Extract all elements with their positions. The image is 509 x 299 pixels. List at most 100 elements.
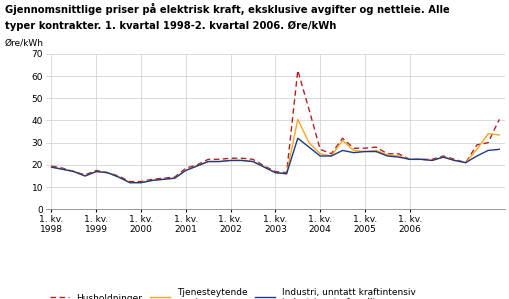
Husholdninger [417, 158, 423, 161]
Industri, unntatt kraftintensiv
industri og treforedling [305, 145, 312, 149]
Industri, unntatt kraftintensiv
industri og treforedling [450, 159, 457, 162]
Tjenesteytende
næringer [462, 161, 468, 164]
Husholdninger [462, 161, 468, 164]
Legend: Husholdninger, Tjenesteytende
næringer, Industri, unntatt kraftintensiv
industri: Husholdninger, Tjenesteytende næringer, … [46, 284, 418, 299]
Husholdninger [283, 171, 289, 174]
Tjenesteytende
næringer [272, 171, 278, 174]
Tjenesteytende
næringer [116, 175, 122, 179]
Industri, unntatt kraftintensiv
industri og treforedling [462, 161, 468, 164]
Tjenesteytende
næringer [484, 132, 490, 135]
Husholdninger [71, 170, 77, 173]
Tjenesteytende
næringer [439, 155, 445, 159]
Industri, unntatt kraftintensiv
industri og treforedling [428, 159, 434, 162]
Husholdninger [60, 167, 66, 170]
Husholdninger [361, 147, 367, 150]
Industri, unntatt kraftintensiv
industri og treforedling [104, 171, 110, 174]
Industri, unntatt kraftintensiv
industri og treforedling [116, 175, 122, 179]
Husholdninger [127, 180, 133, 183]
Industri, unntatt kraftintensiv
industri og treforedling [339, 149, 345, 152]
Tjenesteytende
næringer [71, 170, 77, 173]
Industri, unntatt kraftintensiv
industri og treforedling [394, 155, 401, 159]
Husholdninger [428, 158, 434, 161]
Industri, unntatt kraftintensiv
industri og treforedling [48, 165, 54, 169]
Industri, unntatt kraftintensiv
industri og treforedling [328, 154, 334, 158]
Line: Tjenesteytende
næringer: Tjenesteytende næringer [51, 119, 498, 183]
Husholdninger [439, 154, 445, 158]
Husholdninger [249, 158, 256, 161]
Industri, unntatt kraftintensiv
industri og treforedling [261, 165, 267, 169]
Tjenesteytende
næringer [193, 164, 200, 168]
Industri, unntatt kraftintensiv
industri og treforedling [406, 158, 412, 161]
Industri, unntatt kraftintensiv
industri og treforedling [71, 170, 77, 173]
Tjenesteytende
næringer [216, 160, 222, 163]
Industri, unntatt kraftintensiv
industri og treforedling [160, 178, 166, 181]
Husholdninger [227, 156, 233, 160]
Industri, unntatt kraftintensiv
industri og treforedling [294, 136, 300, 140]
Industri, unntatt kraftintensiv
industri og treforedling [138, 181, 144, 184]
Husholdninger [394, 152, 401, 155]
Husholdninger [272, 170, 278, 173]
Tjenesteytende
næringer [305, 141, 312, 144]
Husholdninger [384, 152, 390, 155]
Husholdninger [216, 158, 222, 161]
Husholdninger [160, 176, 166, 180]
Industri, unntatt kraftintensiv
industri og treforedling [127, 181, 133, 184]
Industri, unntatt kraftintensiv
industri og treforedling [93, 170, 99, 173]
Tjenesteytende
næringer [182, 169, 188, 172]
Industri, unntatt kraftintensiv
industri og treforedling [193, 164, 200, 168]
Industri, unntatt kraftintensiv
industri og treforedling [384, 154, 390, 158]
Husholdninger [182, 167, 188, 170]
Industri, unntatt kraftintensiv
industri og treforedling [171, 176, 177, 180]
Husholdninger [104, 171, 110, 174]
Tjenesteytende
næringer [93, 170, 99, 173]
Tjenesteytende
næringer [227, 159, 233, 162]
Tjenesteytende
næringer [171, 176, 177, 180]
Tjenesteytende
næringer [294, 118, 300, 121]
Industri, unntatt kraftintensiv
industri og treforedling [417, 158, 423, 161]
Tjenesteytende
næringer [495, 133, 501, 137]
Tjenesteytende
næringer [339, 139, 345, 142]
Tjenesteytende
næringer [249, 160, 256, 163]
Husholdninger [473, 143, 479, 147]
Tjenesteytende
næringer [428, 159, 434, 162]
Tjenesteytende
næringer [450, 159, 457, 162]
Industri, unntatt kraftintensiv
industri og treforedling [182, 169, 188, 172]
Husholdninger [406, 158, 412, 161]
Husholdninger [138, 180, 144, 183]
Tjenesteytende
næringer [48, 165, 54, 169]
Tjenesteytende
næringer [138, 181, 144, 184]
Husholdninger [171, 175, 177, 179]
Industri, unntatt kraftintensiv
industri og treforedling [495, 147, 501, 151]
Tjenesteytende
næringer [82, 174, 88, 178]
Tjenesteytende
næringer [283, 172, 289, 176]
Tjenesteytende
næringer [317, 152, 323, 155]
Tjenesteytende
næringer [417, 158, 423, 161]
Husholdninger [339, 136, 345, 140]
Industri, unntatt kraftintensiv
industri og treforedling [484, 149, 490, 152]
Tjenesteytende
næringer [127, 181, 133, 184]
Husholdninger [495, 118, 501, 121]
Tjenesteytende
næringer [350, 149, 356, 152]
Text: Øre/kWh: Øre/kWh [5, 39, 43, 48]
Husholdninger [82, 173, 88, 177]
Industri, unntatt kraftintensiv
industri og treforedling [60, 167, 66, 171]
Tjenesteytende
næringer [406, 158, 412, 161]
Industri, unntatt kraftintensiv
industri og treforedling [216, 160, 222, 163]
Husholdninger [149, 178, 155, 181]
Line: Husholdninger: Husholdninger [51, 71, 498, 181]
Line: Industri, unntatt kraftintensiv
industri og treforedling: Industri, unntatt kraftintensiv industri… [51, 138, 498, 183]
Husholdninger [193, 163, 200, 167]
Tjenesteytende
næringer [205, 160, 211, 163]
Industri, unntatt kraftintensiv
industri og treforedling [283, 172, 289, 176]
Husholdninger [261, 164, 267, 168]
Tjenesteytende
næringer [60, 167, 66, 171]
Text: Gjennomsnittlige priser på elektrisk kraft, eksklusive avgifter og nettleie. All: Gjennomsnittlige priser på elektrisk kra… [5, 3, 449, 15]
Tjenesteytende
næringer [328, 154, 334, 158]
Tjenesteytende
næringer [384, 153, 390, 157]
Husholdninger [450, 158, 457, 161]
Husholdninger [294, 69, 300, 72]
Husholdninger [205, 158, 211, 161]
Tjenesteytende
næringer [160, 178, 166, 181]
Husholdninger [373, 145, 379, 149]
Husholdninger [328, 152, 334, 155]
